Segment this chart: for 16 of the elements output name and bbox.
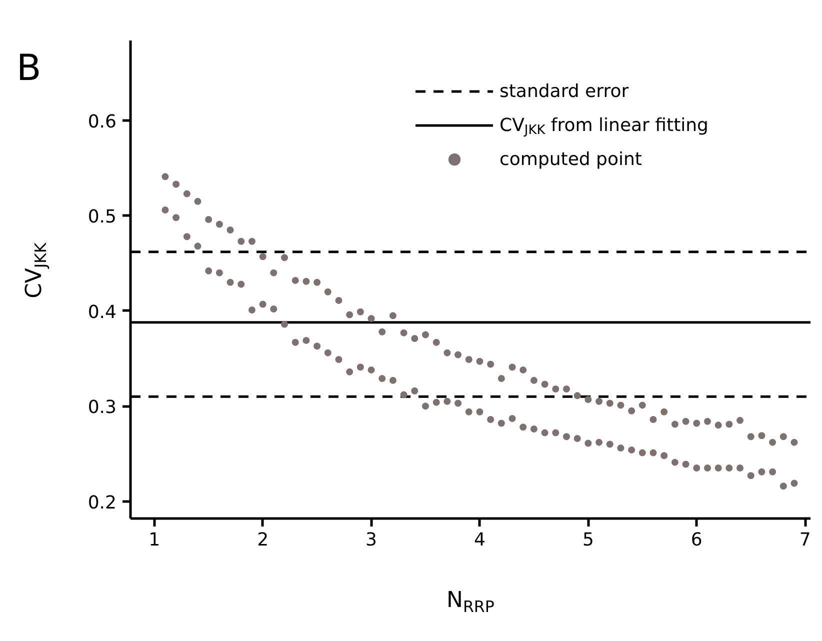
x-tick-label: 2 bbox=[257, 530, 269, 550]
legend-label: standard error bbox=[500, 81, 630, 102]
x-tick-label: 1 bbox=[148, 530, 160, 550]
y-tick-label: 0.3 bbox=[88, 397, 117, 418]
y-tick-label: 0.6 bbox=[88, 111, 117, 132]
x-tick-label: 4 bbox=[474, 530, 486, 550]
legend-label: computed point bbox=[500, 149, 642, 170]
y-tick-label: 0.4 bbox=[88, 302, 117, 323]
x-tick-label: 7 bbox=[799, 530, 811, 550]
y-tick-label: 0.2 bbox=[88, 492, 117, 514]
x-tick-label: 6 bbox=[690, 530, 702, 550]
text: B bbox=[16, 48, 42, 89]
y-tick-label: 0.5 bbox=[88, 206, 117, 228]
y-axis-title: CVJKK bbox=[22, 242, 50, 298]
x-tick-label: 5 bbox=[582, 530, 594, 550]
x-tick-label: 3 bbox=[366, 530, 377, 550]
